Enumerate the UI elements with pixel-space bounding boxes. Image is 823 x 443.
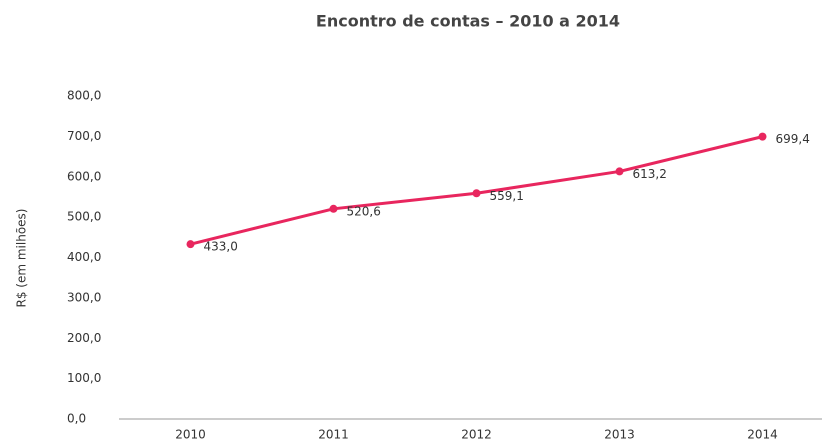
point bbox=[329, 204, 338, 213]
y-axis-label: R$ (em milhões) bbox=[15, 209, 29, 308]
data-label: 520,6 bbox=[347, 204, 381, 218]
y-tick-label: 200,0 bbox=[67, 331, 101, 345]
y-tick-label: 800,0 bbox=[67, 89, 101, 103]
data-label: 559,1 bbox=[490, 189, 524, 203]
chart-title: Encontro de contas – 2010 a 2014 bbox=[316, 12, 620, 31]
y-tick-label: 600,0 bbox=[67, 169, 101, 183]
point bbox=[186, 240, 195, 249]
y-tick-label: 100,0 bbox=[67, 371, 101, 385]
y-tick-label: 500,0 bbox=[67, 210, 101, 224]
data-label: 433,0 bbox=[204, 240, 238, 254]
x-tick-label: 2013 bbox=[604, 428, 635, 442]
data-label: 613,2 bbox=[633, 167, 667, 181]
point bbox=[758, 132, 767, 141]
data-label: 699,4 bbox=[776, 132, 810, 146]
x-tick-label: 2011 bbox=[318, 428, 349, 442]
y-tick-label: 700,0 bbox=[67, 129, 101, 143]
x-tick-label: 2014 bbox=[747, 428, 778, 442]
point bbox=[615, 167, 624, 176]
x-tick-label: 2010 bbox=[175, 428, 206, 442]
y-tick-label: 400,0 bbox=[67, 250, 101, 264]
y-tick-label: 0,0 bbox=[67, 412, 86, 426]
x-tick-label: 2012 bbox=[461, 428, 492, 442]
y-tick-label: 300,0 bbox=[67, 290, 101, 304]
point bbox=[472, 189, 481, 198]
